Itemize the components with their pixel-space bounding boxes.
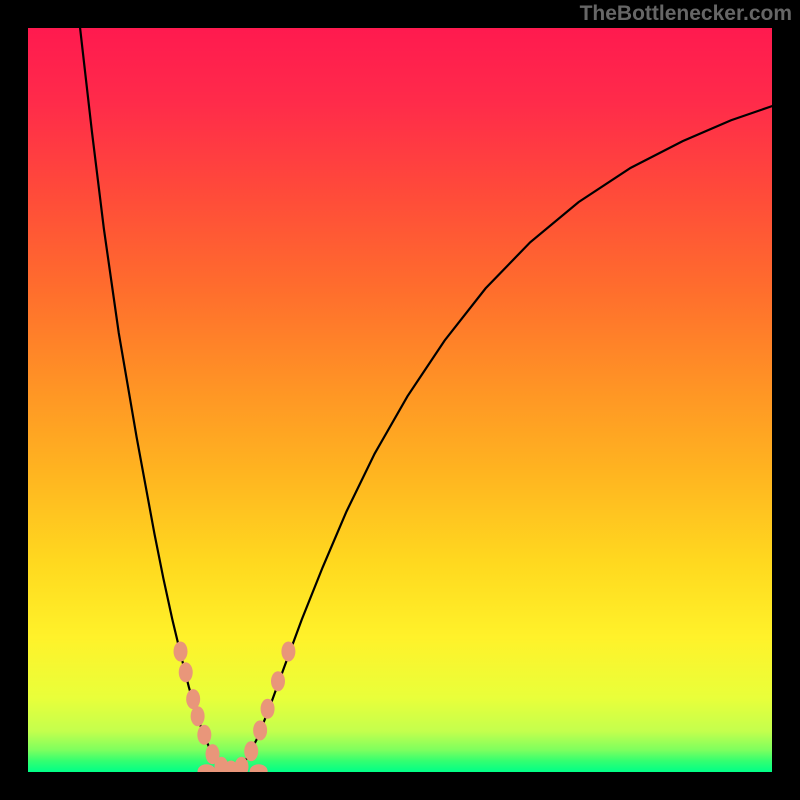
- marker-point: [244, 741, 258, 761]
- marker-point: [191, 706, 205, 726]
- marker-point: [197, 725, 211, 745]
- marker-point: [186, 689, 200, 709]
- plot-svg: [28, 28, 772, 772]
- marker-point: [174, 641, 188, 661]
- chart-frame: TheBottlenecker.com: [0, 0, 800, 800]
- marker-point: [261, 699, 275, 719]
- gradient-background: [28, 28, 772, 772]
- watermark-text: TheBottlenecker.com: [580, 2, 792, 26]
- marker-point: [253, 720, 267, 740]
- marker-point: [281, 641, 295, 661]
- marker-point: [271, 671, 285, 691]
- marker-point: [179, 662, 193, 682]
- plot-area: [28, 28, 772, 772]
